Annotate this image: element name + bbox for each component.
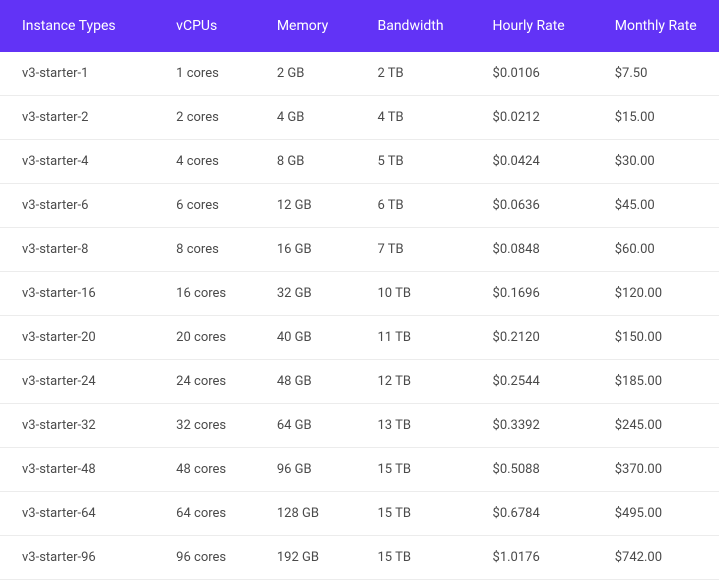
cell-monthly: $15.00: [597, 96, 719, 140]
cell-instance: v3-starter-20: [0, 316, 158, 360]
col-header-instance: Instance Types: [0, 0, 158, 52]
cell-hourly: $0.6784: [475, 492, 597, 536]
cell-monthly: $245.00: [597, 404, 719, 448]
cell-bandwidth: 2 TB: [359, 52, 474, 96]
cell-bandwidth: 5 TB: [359, 140, 474, 184]
cell-memory: 4 GB: [259, 96, 360, 140]
cell-hourly: $0.0424: [475, 140, 597, 184]
table-row: v3-starter-66 cores12 GB6 TB$0.0636$45.0…: [0, 184, 719, 228]
cell-bandwidth: 11 TB: [359, 316, 474, 360]
cell-vcpus: 32 cores: [158, 404, 259, 448]
cell-instance: v3-starter-64: [0, 492, 158, 536]
pricing-table-body: v3-starter-11 cores2 GB2 TB$0.0106$7.50v…: [0, 52, 719, 580]
cell-vcpus: 20 cores: [158, 316, 259, 360]
cell-instance: v3-starter-6: [0, 184, 158, 228]
cell-bandwidth: 4 TB: [359, 96, 474, 140]
table-row: v3-starter-2424 cores48 GB12 TB$0.2544$1…: [0, 360, 719, 404]
cell-vcpus: 2 cores: [158, 96, 259, 140]
cell-monthly: $120.00: [597, 272, 719, 316]
cell-memory: 48 GB: [259, 360, 360, 404]
cell-memory: 192 GB: [259, 536, 360, 580]
cell-hourly: $0.1696: [475, 272, 597, 316]
cell-memory: 16 GB: [259, 228, 360, 272]
cell-hourly: $1.0176: [475, 536, 597, 580]
cell-vcpus: 96 cores: [158, 536, 259, 580]
cell-instance: v3-starter-1: [0, 52, 158, 96]
cell-monthly: $7.50: [597, 52, 719, 96]
cell-instance: v3-starter-96: [0, 536, 158, 580]
table-row: v3-starter-88 cores16 GB7 TB$0.0848$60.0…: [0, 228, 719, 272]
cell-memory: 12 GB: [259, 184, 360, 228]
cell-instance: v3-starter-4: [0, 140, 158, 184]
cell-hourly: $0.0212: [475, 96, 597, 140]
cell-vcpus: 16 cores: [158, 272, 259, 316]
cell-bandwidth: 13 TB: [359, 404, 474, 448]
cell-instance: v3-starter-8: [0, 228, 158, 272]
cell-vcpus: 4 cores: [158, 140, 259, 184]
table-row: v3-starter-6464 cores128 GB15 TB$0.6784$…: [0, 492, 719, 536]
table-row: v3-starter-4848 cores96 GB15 TB$0.5088$3…: [0, 448, 719, 492]
table-row: v3-starter-2020 cores40 GB11 TB$0.2120$1…: [0, 316, 719, 360]
cell-hourly: $0.5088: [475, 448, 597, 492]
cell-bandwidth: 15 TB: [359, 448, 474, 492]
cell-vcpus: 24 cores: [158, 360, 259, 404]
cell-memory: 32 GB: [259, 272, 360, 316]
cell-vcpus: 1 cores: [158, 52, 259, 96]
cell-instance: v3-starter-16: [0, 272, 158, 316]
cell-memory: 40 GB: [259, 316, 360, 360]
pricing-table-header: Instance Types vCPUs Memory Bandwidth Ho…: [0, 0, 719, 52]
cell-bandwidth: 15 TB: [359, 492, 474, 536]
cell-instance: v3-starter-24: [0, 360, 158, 404]
table-row: v3-starter-22 cores4 GB4 TB$0.0212$15.00: [0, 96, 719, 140]
table-row: v3-starter-1616 cores32 GB10 TB$0.1696$1…: [0, 272, 719, 316]
cell-monthly: $495.00: [597, 492, 719, 536]
cell-monthly: $45.00: [597, 184, 719, 228]
table-row: v3-starter-9696 cores192 GB15 TB$1.0176$…: [0, 536, 719, 580]
table-row: v3-starter-3232 cores64 GB13 TB$0.3392$2…: [0, 404, 719, 448]
cell-hourly: $0.2544: [475, 360, 597, 404]
cell-bandwidth: 6 TB: [359, 184, 474, 228]
cell-vcpus: 8 cores: [158, 228, 259, 272]
cell-instance: v3-starter-32: [0, 404, 158, 448]
cell-vcpus: 48 cores: [158, 448, 259, 492]
cell-bandwidth: 10 TB: [359, 272, 474, 316]
cell-hourly: $0.0636: [475, 184, 597, 228]
cell-hourly: $0.0848: [475, 228, 597, 272]
cell-bandwidth: 15 TB: [359, 536, 474, 580]
cell-monthly: $30.00: [597, 140, 719, 184]
cell-memory: 8 GB: [259, 140, 360, 184]
cell-vcpus: 6 cores: [158, 184, 259, 228]
col-header-memory: Memory: [259, 0, 360, 52]
cell-memory: 128 GB: [259, 492, 360, 536]
cell-memory: 64 GB: [259, 404, 360, 448]
col-header-bandwidth: Bandwidth: [359, 0, 474, 52]
col-header-hourly: Hourly Rate: [475, 0, 597, 52]
cell-monthly: $742.00: [597, 536, 719, 580]
cell-monthly: $150.00: [597, 316, 719, 360]
cell-hourly: $0.0106: [475, 52, 597, 96]
cell-memory: 2 GB: [259, 52, 360, 96]
cell-vcpus: 64 cores: [158, 492, 259, 536]
cell-monthly: $185.00: [597, 360, 719, 404]
cell-hourly: $0.2120: [475, 316, 597, 360]
cell-instance: v3-starter-48: [0, 448, 158, 492]
cell-monthly: $370.00: [597, 448, 719, 492]
table-row: v3-starter-11 cores2 GB2 TB$0.0106$7.50: [0, 52, 719, 96]
cell-memory: 96 GB: [259, 448, 360, 492]
cell-hourly: $0.3392: [475, 404, 597, 448]
cell-bandwidth: 12 TB: [359, 360, 474, 404]
table-row: v3-starter-44 cores8 GB5 TB$0.0424$30.00: [0, 140, 719, 184]
pricing-table: Instance Types vCPUs Memory Bandwidth Ho…: [0, 0, 719, 580]
cell-monthly: $60.00: [597, 228, 719, 272]
cell-instance: v3-starter-2: [0, 96, 158, 140]
col-header-monthly: Monthly Rate: [597, 0, 719, 52]
col-header-vcpus: vCPUs: [158, 0, 259, 52]
cell-bandwidth: 7 TB: [359, 228, 474, 272]
